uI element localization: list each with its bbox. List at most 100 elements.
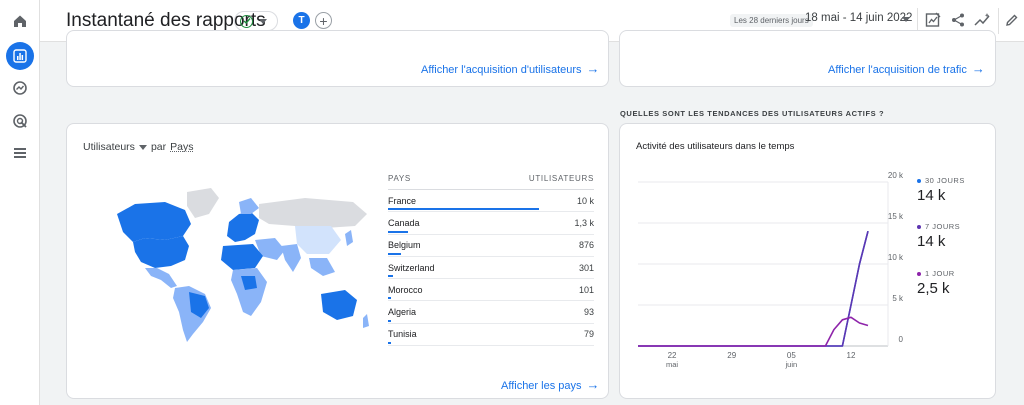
country-users-value: 101 [578,284,594,295]
map-region-greenland [187,188,219,218]
country-share-bar [388,319,391,322]
home-icon[interactable] [6,7,34,35]
map-card-header: Utilisateurs par Pays [83,141,193,153]
table-row[interactable]: Belgium 876 [388,235,594,257]
map-region-north-africa [221,244,263,270]
x-tick-month: juin [784,360,797,369]
users-column-header: UTILISATEURS [528,174,594,183]
country-name: Algeria [388,307,417,318]
map-region-new-zealand [363,314,369,328]
view-countries-link[interactable]: Afficher les pays → [501,377,600,392]
legend-label: 7 JOURS [925,222,961,231]
table-row[interactable]: Switzerland 301 [388,257,594,280]
comparison-avatar[interactable]: T [293,12,310,29]
x-tick-label: 22 [668,351,677,360]
table-body: France 10 k Canada 1,3 k Belgium 876 Switzerla… [388,190,594,347]
advertising-icon[interactable] [6,107,34,135]
user-acquisition-link[interactable]: Afficher l'acquisition d'utilisateurs → [421,61,600,76]
country-share-bar [388,297,391,300]
check-circle-icon [240,14,253,28]
dimension-selector[interactable]: Pays [170,141,194,153]
users-by-country-card: Utilisateurs par Pays [66,123,609,399]
country-name: Switzerland [388,262,435,273]
chevron-down-icon[interactable] [138,144,147,150]
customize-report-icon[interactable] [923,10,943,30]
x-tick-label: 29 [727,351,736,360]
map-region-usa [133,236,189,268]
country-share-bar [388,275,393,278]
by-label: par [150,141,167,153]
view-countries-link-label: Afficher les pays [501,380,582,392]
country-name: Canada [388,217,420,228]
legend-color-dot [917,178,921,183]
legend-label-row: 30 JOURS [917,176,965,185]
world-map [117,188,369,342]
insights-icon[interactable] [973,10,993,30]
page-title: Instantané des rapports [66,10,266,31]
map-region-mexico [145,268,177,288]
legend-label-row: 1 JOUR [917,269,955,278]
country-share-bar [388,342,391,345]
legend-item: 7 JOURS 14 k [917,222,960,250]
map-region-canada [117,202,191,242]
country-users-value: 301 [578,262,594,273]
map-region-australia [321,290,357,320]
user-activity-card: Activité des utilisateurs dans le temps … [619,123,996,399]
activity-chart-title: Activité des utilisateurs dans le temps [636,141,795,152]
table-row[interactable]: Canada 1,3 k [388,212,594,235]
left-navigation-rail [0,0,40,405]
reports-icon[interactable] [6,42,34,70]
traffic-acquisition-link[interactable]: Afficher l'acquisition de trafic → [828,61,985,76]
edit-pencil-icon[interactable] [1002,10,1022,30]
map-region-china [295,226,341,254]
table-row[interactable]: France 10 k [388,190,594,213]
arrow-right-icon: → [971,61,985,76]
country-column-header: PAYS [388,174,411,183]
status-dropdown[interactable] [234,11,278,31]
section-heading: QUELLES SONT LES TENDANCES DES UTILISATE… [620,109,885,118]
legend-item: 30 JOURS 14 k [917,176,965,204]
user-acquisition-link-label: Afficher l'acquisition d'utilisateurs [421,64,582,76]
country-name: Morocco [388,284,423,295]
country-name: Belgium [388,240,421,251]
table-row[interactable]: Tunisia 79 [388,324,594,347]
map-region-scandinavia [239,198,259,214]
add-comparison-button[interactable]: + [315,12,332,29]
country-users-value: 876 [578,240,594,251]
series-line-2 [638,316,869,347]
country-table: PAYS UTILISATEURS France 10 k Canada 1,3 k B… [388,174,594,347]
date-range-picker[interactable]: 18 mai - 14 juin 2022 [805,12,913,24]
traffic-acquisition-link-label: Afficher l'acquisition de trafic [828,64,967,76]
legend-color-dot [917,224,921,229]
country-share-bar [388,230,408,233]
country-name: Tunisia [388,329,417,340]
legend-color-dot [917,271,921,276]
chevron-down-icon [259,18,267,24]
share-icon[interactable] [948,10,968,30]
y-tick-label: 20 k [888,171,904,180]
divider [917,8,918,34]
arrow-right-icon: → [586,61,600,76]
traffic-acquisition-card: Afficher l'acquisition de trafic → [619,30,996,87]
chevron-down-icon[interactable] [902,17,910,22]
map-region-india [281,244,301,272]
y-tick-label: 0 [899,335,904,344]
map-region-central-africa [241,276,257,290]
series-line-1 [638,230,869,347]
arrow-right-icon: → [586,377,600,392]
metric-selector[interactable]: Utilisateurs [83,141,135,153]
configure-list-icon[interactable] [6,139,34,167]
country-users-value: 79 [583,329,594,340]
legend-label: 1 JOUR [925,269,955,278]
legend-label: 30 JOURS [925,176,965,185]
table-row[interactable]: Algeria 93 [388,301,594,324]
x-tick-label: 05 [787,351,796,360]
divider [998,8,999,34]
y-tick-label: 15 k [888,212,904,221]
country-share-bar [388,208,539,211]
table-row[interactable]: Morocco 101 [388,279,594,302]
explore-icon[interactable] [6,74,34,102]
table-header: PAYS UTILISATEURS [388,174,594,190]
country-name: France [388,195,417,206]
